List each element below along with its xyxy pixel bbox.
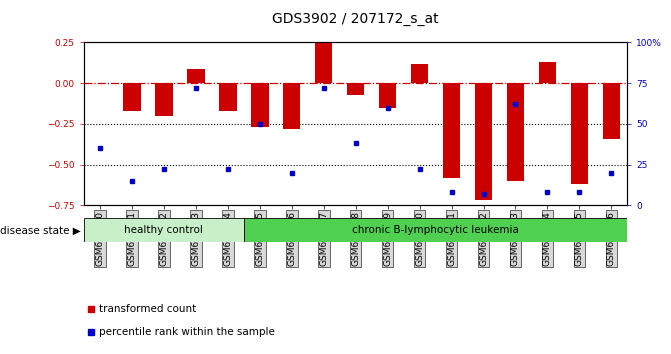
Bar <box>283 83 301 129</box>
Text: GDS3902 / 207172_s_at: GDS3902 / 207172_s_at <box>272 12 439 27</box>
Text: transformed count: transformed count <box>99 304 196 314</box>
Bar <box>379 83 397 108</box>
Bar <box>244 218 627 242</box>
Text: healthy control: healthy control <box>124 225 203 235</box>
Bar <box>84 218 244 242</box>
Bar <box>539 62 556 83</box>
Bar <box>603 83 620 138</box>
Bar <box>219 83 237 111</box>
Bar <box>411 64 428 83</box>
Bar <box>570 83 588 184</box>
Bar <box>315 39 332 83</box>
Text: disease state ▶: disease state ▶ <box>0 225 81 235</box>
Bar <box>251 83 268 127</box>
Bar <box>347 83 364 95</box>
Text: percentile rank within the sample: percentile rank within the sample <box>99 327 275 337</box>
Bar <box>507 83 524 181</box>
Bar <box>474 83 493 200</box>
Bar <box>443 83 460 178</box>
Bar <box>155 83 172 116</box>
Bar <box>187 69 205 83</box>
Bar <box>123 83 141 111</box>
Text: chronic B-lymphocytic leukemia: chronic B-lymphocytic leukemia <box>352 225 519 235</box>
